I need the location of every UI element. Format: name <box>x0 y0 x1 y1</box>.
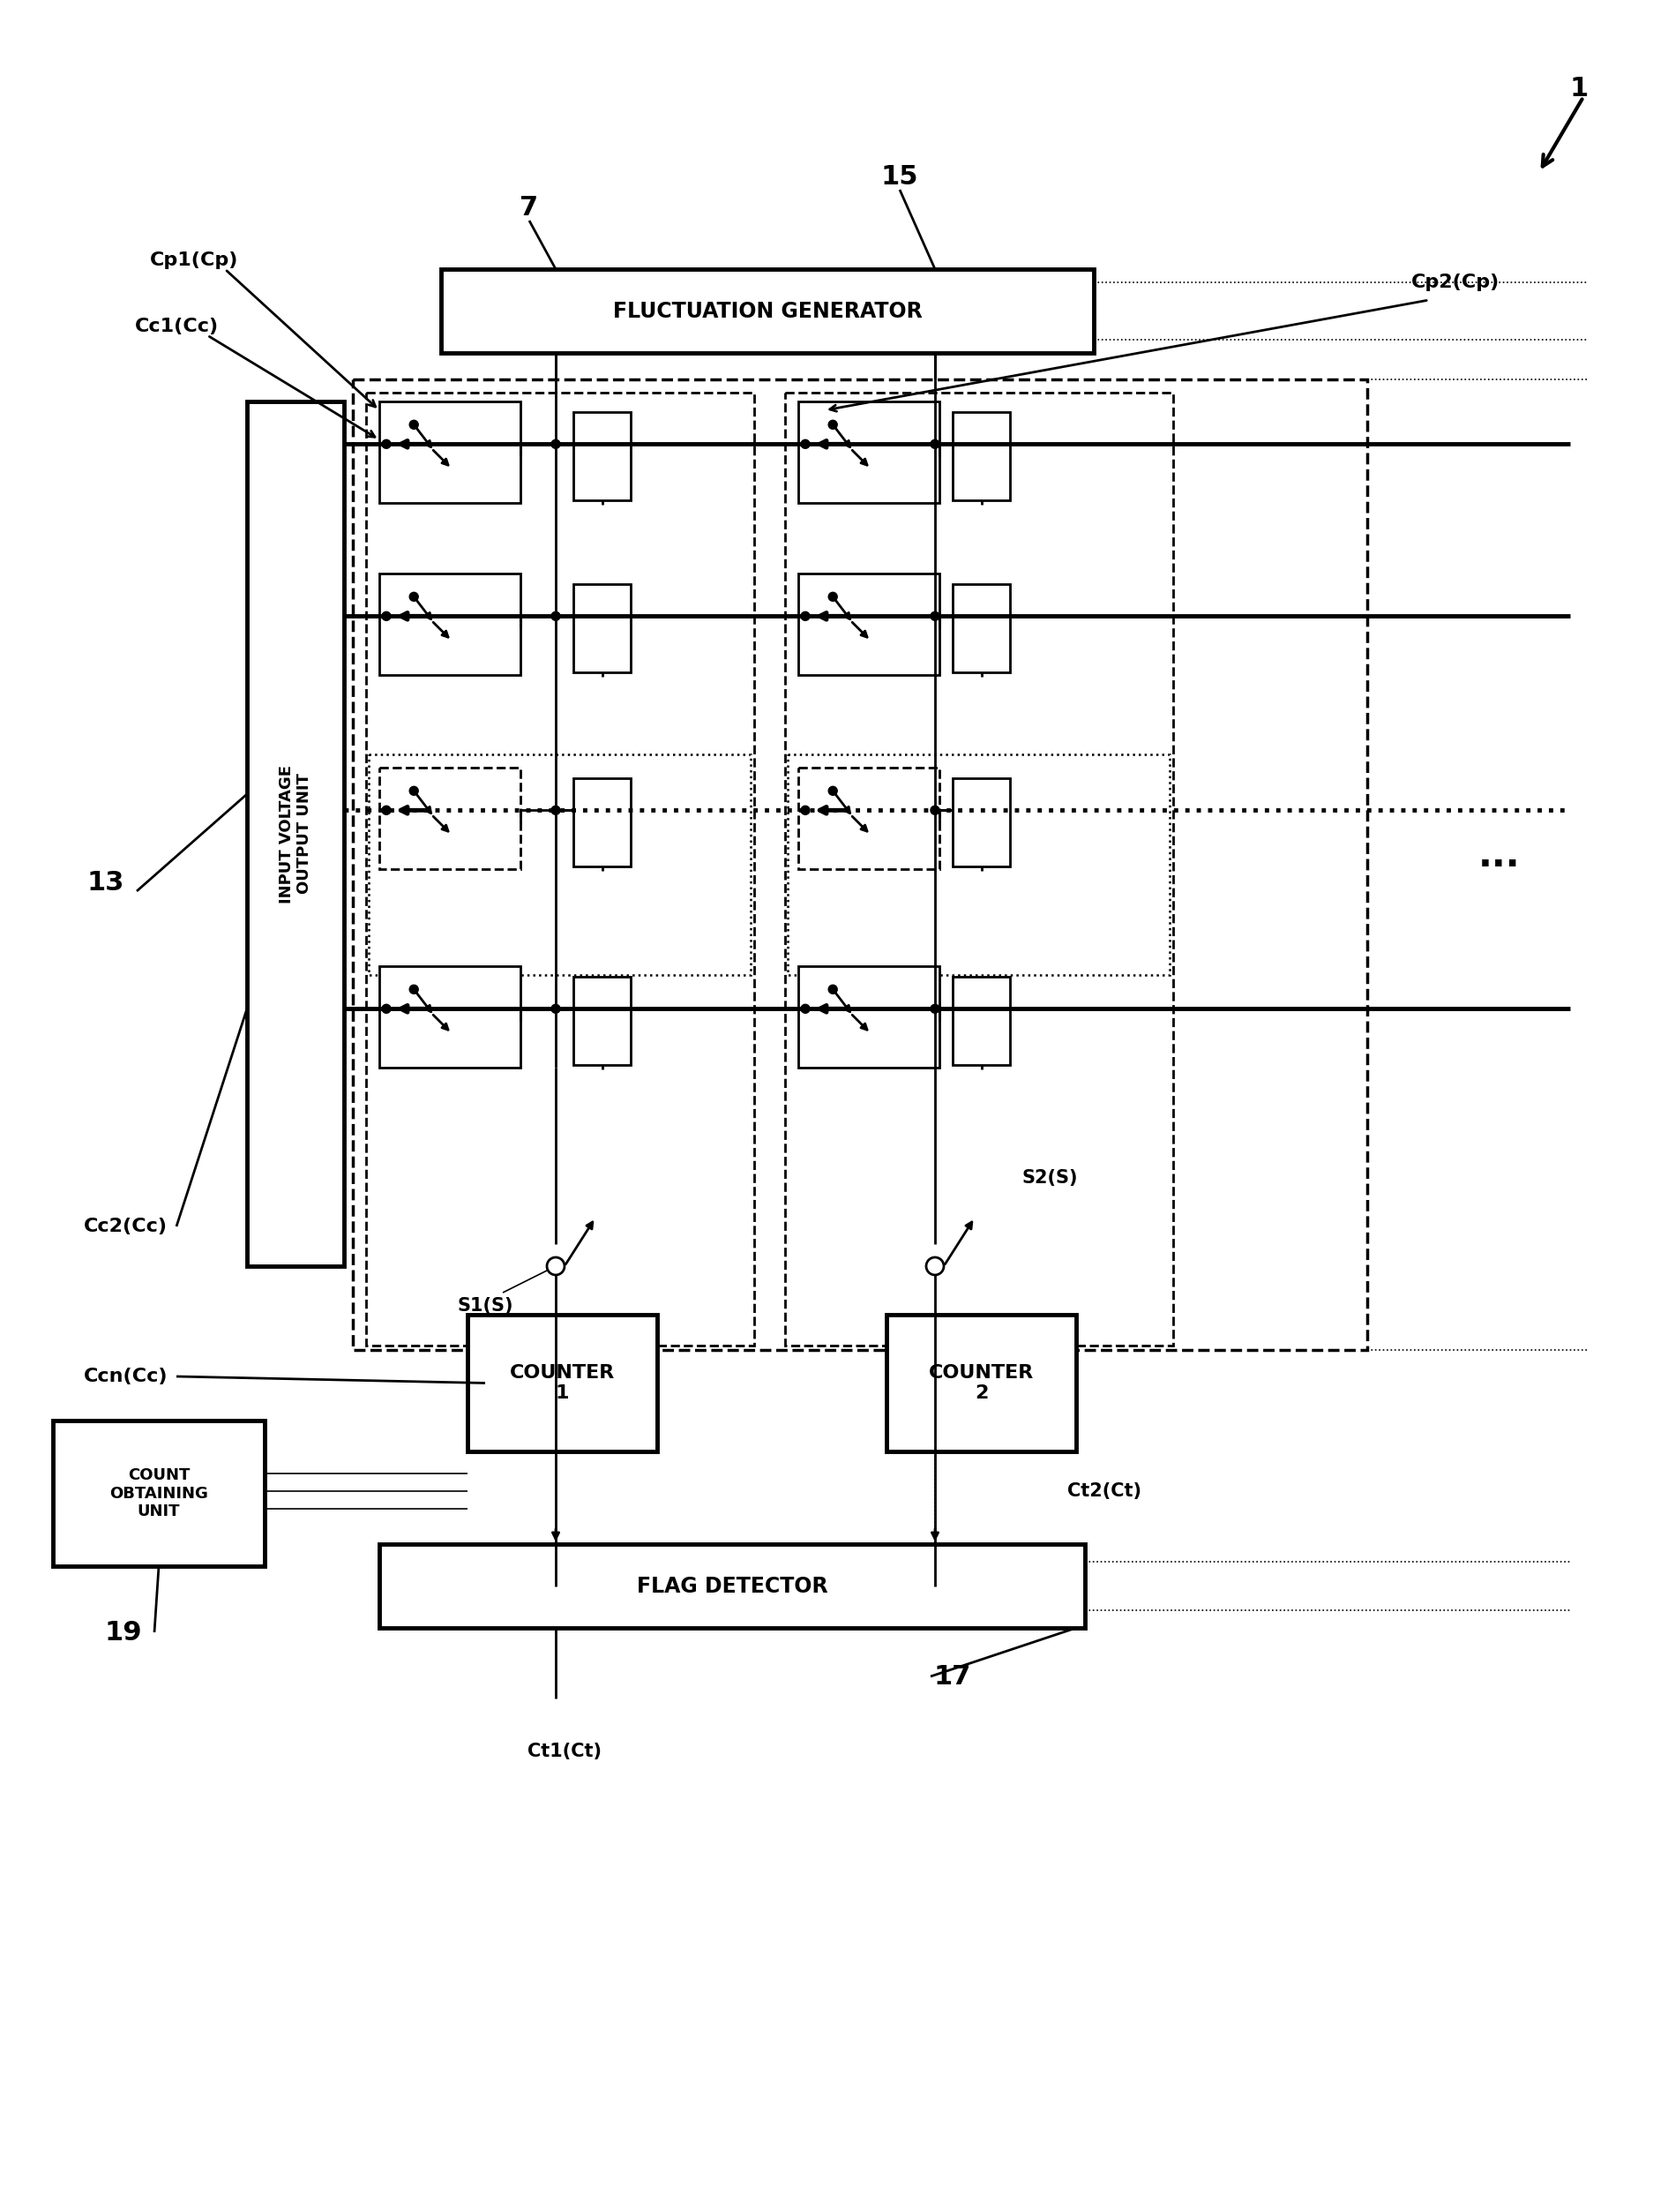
Text: 15: 15 <box>881 164 919 190</box>
Text: COUNT
OBTAINING
UNIT: COUNT OBTAINING UNIT <box>110 1467 208 1520</box>
Circle shape <box>409 593 419 602</box>
Circle shape <box>829 787 837 796</box>
Bar <box>379 967 520 1068</box>
Bar <box>574 975 631 1064</box>
Circle shape <box>552 805 560 814</box>
Bar <box>369 754 751 975</box>
Bar <box>574 411 631 500</box>
Text: 7: 7 <box>520 195 539 221</box>
Circle shape <box>552 1004 560 1013</box>
Text: S1(S): S1(S) <box>457 1296 514 1314</box>
Text: Ct2(Ct): Ct2(Ct) <box>1068 1482 1141 1500</box>
Text: 19: 19 <box>105 1619 142 1646</box>
Text: Cp2(Cp): Cp2(Cp) <box>1411 274 1500 292</box>
Bar <box>952 779 1009 867</box>
Text: COUNTER
2: COUNTER 2 <box>929 1365 1034 1402</box>
Bar <box>467 1314 657 1451</box>
Text: Cc1(Cc): Cc1(Cc) <box>135 319 219 336</box>
Bar <box>247 400 344 1265</box>
Circle shape <box>382 805 390 814</box>
Circle shape <box>552 613 560 622</box>
Circle shape <box>382 440 390 449</box>
Circle shape <box>382 613 390 622</box>
Text: Ccn(Cc): Ccn(Cc) <box>83 1367 168 1385</box>
Bar <box>786 394 1173 1345</box>
Text: Ct1(Ct): Ct1(Ct) <box>527 1743 602 1761</box>
Text: INPUT VOLTAGE
OUTPUT UNIT: INPUT VOLTAGE OUTPUT UNIT <box>279 765 312 902</box>
Circle shape <box>409 420 419 429</box>
Text: FLAG DETECTOR: FLAG DETECTOR <box>637 1575 827 1597</box>
Bar <box>379 768 520 869</box>
Bar <box>952 584 1009 672</box>
Bar <box>379 400 520 502</box>
Circle shape <box>829 420 837 429</box>
Bar <box>379 1544 1084 1628</box>
Bar <box>886 1314 1076 1451</box>
Text: ...: ... <box>1478 838 1521 874</box>
Text: FLUCTUATION GENERATOR: FLUCTUATION GENERATOR <box>612 301 922 321</box>
Bar <box>440 270 1094 354</box>
Text: Cp1(Cp): Cp1(Cp) <box>150 252 239 270</box>
Circle shape <box>409 787 419 796</box>
Circle shape <box>931 805 939 814</box>
Circle shape <box>931 1004 939 1013</box>
Bar <box>574 584 631 672</box>
Circle shape <box>801 1004 809 1013</box>
Bar <box>952 411 1009 500</box>
Circle shape <box>801 805 809 814</box>
Text: S2(S): S2(S) <box>1022 1170 1078 1186</box>
Circle shape <box>552 440 560 449</box>
Bar <box>365 394 754 1345</box>
Text: 13: 13 <box>87 869 125 896</box>
Text: 17: 17 <box>934 1663 971 1690</box>
Bar <box>799 768 939 869</box>
Text: 1: 1 <box>1570 75 1588 102</box>
Circle shape <box>547 1256 564 1274</box>
Bar <box>53 1420 265 1566</box>
Circle shape <box>931 613 939 622</box>
Bar <box>799 573 939 675</box>
Bar <box>574 779 631 867</box>
Circle shape <box>931 440 939 449</box>
Bar <box>379 573 520 675</box>
Bar <box>787 754 1169 975</box>
Circle shape <box>829 593 837 602</box>
Circle shape <box>382 1004 390 1013</box>
Text: COUNTER
1: COUNTER 1 <box>510 1365 615 1402</box>
Bar <box>799 967 939 1068</box>
Bar <box>799 400 939 502</box>
Circle shape <box>926 1256 944 1274</box>
Circle shape <box>801 440 809 449</box>
Bar <box>354 380 1368 1349</box>
Bar <box>952 975 1009 1064</box>
Text: Cc2(Cc): Cc2(Cc) <box>83 1217 167 1234</box>
Circle shape <box>801 613 809 622</box>
Circle shape <box>409 984 419 993</box>
Circle shape <box>829 984 837 993</box>
